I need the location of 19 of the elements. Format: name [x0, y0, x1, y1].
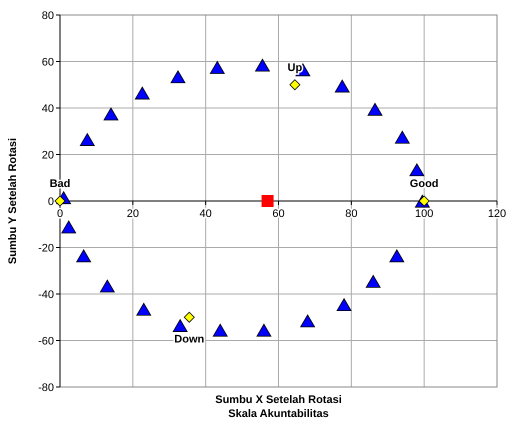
x-tick-label: 80 [345, 208, 358, 220]
x-tick-label: 20 [126, 208, 139, 220]
annotation: Good [410, 178, 439, 190]
annotation: Down [174, 333, 205, 346]
y-tick-label: 0 [48, 196, 54, 208]
y-tick-label: 20 [42, 149, 54, 162]
y-tick-label: -80 [38, 382, 54, 394]
y-tick-label: 40 [42, 102, 54, 115]
y-tick-label: -40 [38, 288, 54, 301]
y-tick-label: -60 [38, 335, 54, 348]
x-tick-label: 100 [414, 208, 434, 220]
y-tick-label: 60 [42, 56, 54, 68]
y-tick-label: -20 [38, 242, 54, 254]
y-tick-label: 80 [42, 10, 54, 22]
x-axis-title: Sumbu X Setelah Rotasi Skala Akuntabilitas [215, 394, 342, 420]
x-tick-label: 60 [272, 208, 285, 220]
x-tick-label: 120 [488, 208, 506, 220]
x-tick-label: 40 [200, 208, 212, 220]
y-axis-title: Sumbu Y Setelah Rotasi [7, 138, 19, 264]
